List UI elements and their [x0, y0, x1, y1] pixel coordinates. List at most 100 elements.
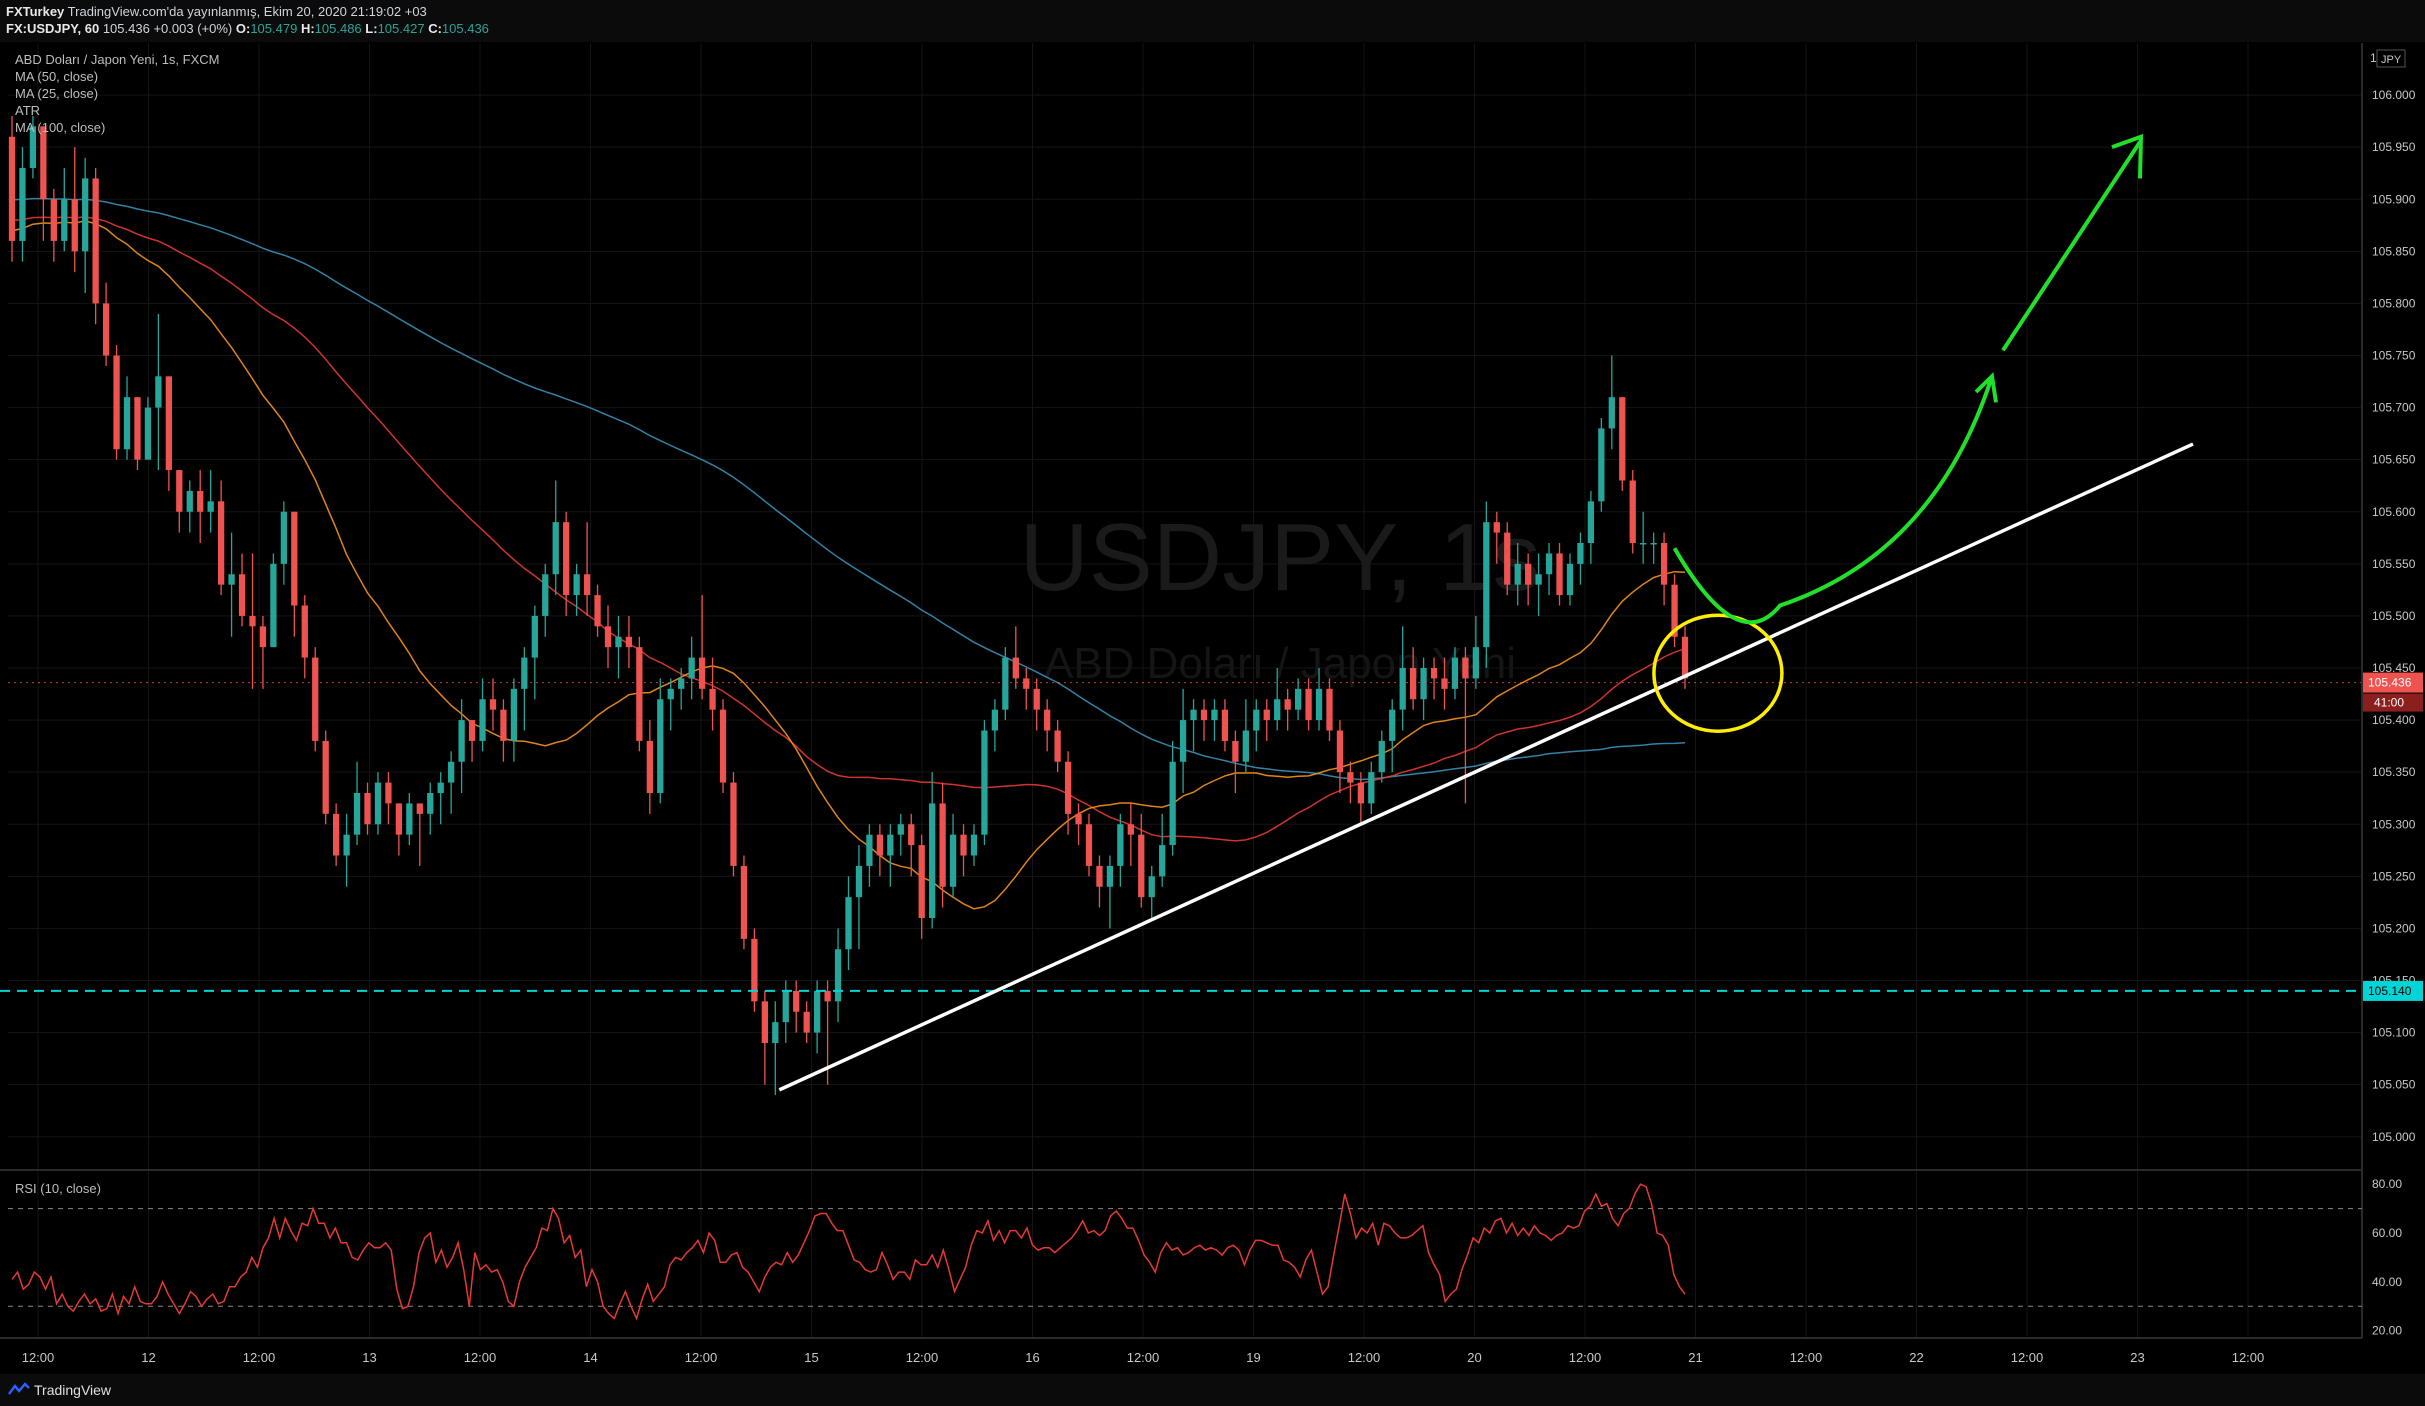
candle-body[interactable]	[1472, 647, 1480, 679]
candle-body[interactable]	[427, 793, 434, 814]
currency-label[interactable]: JPY	[2381, 54, 2402, 66]
candle[interactable]	[134, 397, 141, 471]
candle[interactable]	[1326, 678, 1333, 741]
candle-body[interactable]	[406, 803, 413, 835]
candle-body[interactable]	[1064, 761, 1072, 814]
candle-body[interactable]	[876, 834, 884, 856]
candle-body[interactable]	[8, 136, 16, 241]
candle[interactable]	[949, 813, 957, 898]
candle[interactable]	[468, 720, 476, 762]
candle[interactable]	[939, 782, 946, 908]
candle-body[interactable]	[1368, 772, 1375, 804]
price-axis[interactable]: 1 JPY 106.000 105.950 105.900 105.850 105.800 1…	[2361, 43, 2425, 1338]
candle[interactable]	[542, 563, 549, 637]
candle[interactable]	[1420, 657, 1427, 721]
candle[interactable]	[646, 720, 653, 814]
candle[interactable]	[1315, 668, 1323, 731]
candle[interactable]	[489, 678, 497, 731]
candle-body[interactable]	[1577, 543, 1584, 564]
candle-body[interactable]	[479, 699, 486, 741]
candle[interactable]	[1525, 553, 1532, 606]
candle[interactable]	[1253, 699, 1260, 752]
candle[interactable]	[834, 928, 842, 1023]
legend-ma25[interactable]: MA (25, close)	[15, 86, 99, 101]
candle[interactable]	[1200, 699, 1208, 741]
candle[interactable]	[1357, 772, 1364, 825]
candle[interactable]	[1064, 751, 1072, 835]
candle-body[interactable]	[82, 178, 89, 252]
candle-body[interactable]	[1347, 772, 1354, 783]
candle-body[interactable]	[1619, 397, 1626, 481]
candle-body[interactable]	[698, 657, 706, 689]
candle-body[interactable]	[1002, 657, 1009, 710]
candle-body[interactable]	[1378, 740, 1385, 773]
candle-body[interactable]	[834, 949, 842, 1002]
candle[interactable]	[259, 615, 267, 689]
candle[interactable]	[8, 115, 16, 262]
tradingview-brand[interactable]: TradingView	[34, 1382, 112, 1398]
candle[interactable]	[1002, 647, 1009, 721]
candle-body[interactable]	[1430, 668, 1438, 679]
candle[interactable]	[270, 553, 277, 648]
candle-body[interactable]	[897, 824, 904, 835]
candle-body[interactable]	[667, 688, 674, 700]
chart-canvas[interactable]: USDJPY, 1s ABD Doları / Japon Yeni 1 JPY1…	[0, 0, 2425, 1374]
candle-body[interactable]	[908, 824, 915, 846]
candle[interactable]	[1608, 355, 1615, 450]
candle-body[interactable]	[1274, 699, 1281, 721]
candle-body[interactable]	[1294, 688, 1302, 710]
candle[interactable]	[615, 615, 622, 679]
candle-body[interactable]	[1138, 834, 1145, 898]
candle-body[interactable]	[1504, 532, 1511, 585]
rsi-line[interactable]	[11, 1183, 1686, 1321]
candle[interactable]	[604, 605, 612, 669]
candle-body[interactable]	[134, 397, 141, 460]
candle[interactable]	[301, 595, 308, 679]
candle[interactable]	[772, 1001, 779, 1096]
candle-body[interactable]	[970, 834, 978, 856]
candle-body[interactable]	[845, 897, 852, 950]
candle[interactable]	[1044, 699, 1051, 752]
candle[interactable]	[887, 824, 894, 887]
time-axis[interactable]: 12:00 12 12:00 13 12:00 14 12:00 15 12:00 16 12:00…	[0, 1337, 2362, 1365]
candle[interactable]	[176, 470, 183, 533]
candle-body[interactable]	[1525, 563, 1532, 585]
candle-body[interactable]	[353, 793, 361, 835]
candle[interactable]	[657, 678, 664, 804]
candle[interactable]	[249, 553, 256, 689]
candle-body[interactable]	[991, 709, 999, 731]
candle-body[interactable]	[395, 803, 403, 835]
candle-body[interactable]	[855, 865, 863, 898]
candle-body[interactable]	[866, 834, 873, 866]
candle[interactable]	[625, 615, 633, 668]
candle[interactable]	[1221, 699, 1229, 752]
candle-body[interactable]	[1587, 501, 1595, 543]
candle[interactable]	[1305, 678, 1312, 731]
candle[interactable]	[1462, 647, 1469, 804]
candle[interactable]	[92, 168, 99, 325]
candle[interactable]	[291, 511, 298, 637]
candle-body[interactable]	[939, 803, 946, 887]
publisher-name[interactable]: FXTurkey	[6, 4, 65, 19]
candle[interactable]	[1284, 688, 1291, 731]
candle-body[interactable]	[636, 647, 643, 741]
candle-body[interactable]	[1389, 709, 1396, 741]
candle[interactable]	[1598, 418, 1605, 512]
candle-body[interactable]	[1169, 761, 1176, 846]
candle-body[interactable]	[113, 355, 120, 450]
candle-body[interactable]	[1127, 824, 1134, 835]
candle[interactable]	[197, 470, 204, 543]
candle[interactable]	[1190, 699, 1197, 752]
candle-body[interactable]	[155, 376, 162, 408]
candle-body[interactable]	[657, 699, 664, 793]
candle-body[interactable]	[1545, 553, 1553, 575]
candle[interactable]	[1085, 813, 1093, 877]
drawings[interactable]	[0, 133, 2362, 1092]
candle-body[interactable]	[824, 990, 831, 1002]
candle[interactable]	[698, 595, 706, 700]
candle-body[interactable]	[1190, 709, 1197, 721]
candle-body[interactable]	[249, 615, 256, 627]
candle[interactable]	[1012, 626, 1019, 689]
candle-body[interactable]	[1221, 709, 1229, 741]
candle[interactable]	[217, 480, 225, 596]
